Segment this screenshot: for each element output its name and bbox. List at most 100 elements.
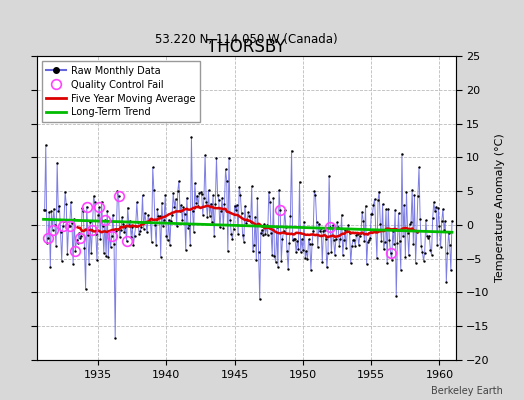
Point bbox=[280, 207, 289, 214]
Point bbox=[102, 253, 110, 260]
Point bbox=[330, 237, 338, 243]
Point bbox=[386, 250, 395, 256]
Point bbox=[124, 204, 132, 211]
Point bbox=[225, 155, 233, 161]
Point bbox=[432, 204, 440, 210]
Point bbox=[154, 213, 162, 220]
Point bbox=[293, 238, 301, 244]
Point bbox=[391, 207, 399, 213]
Point bbox=[55, 203, 63, 209]
Point bbox=[284, 266, 292, 272]
Point bbox=[397, 266, 405, 273]
Point bbox=[60, 218, 68, 224]
Text: Berkeley Earth: Berkeley Earth bbox=[431, 386, 503, 396]
Point bbox=[365, 237, 373, 244]
Point bbox=[178, 217, 187, 224]
Point bbox=[79, 208, 88, 214]
Point bbox=[172, 223, 181, 229]
Point bbox=[157, 253, 165, 260]
Point bbox=[258, 227, 266, 233]
Point bbox=[113, 188, 122, 194]
Point bbox=[146, 219, 155, 225]
Point bbox=[271, 259, 280, 265]
Point bbox=[126, 218, 134, 224]
Point bbox=[242, 220, 250, 226]
Point bbox=[326, 224, 334, 231]
Point bbox=[112, 228, 121, 234]
Point bbox=[78, 205, 86, 212]
Point bbox=[443, 250, 452, 256]
Point bbox=[224, 248, 232, 254]
Point bbox=[62, 201, 70, 207]
Point bbox=[209, 192, 217, 199]
Point bbox=[348, 243, 356, 249]
Point bbox=[353, 230, 362, 237]
Point bbox=[362, 203, 370, 209]
Point bbox=[422, 217, 430, 223]
Point bbox=[429, 215, 437, 221]
Point bbox=[114, 193, 123, 199]
Point bbox=[143, 229, 151, 235]
Point bbox=[375, 188, 384, 195]
Point bbox=[81, 286, 90, 292]
Point bbox=[448, 218, 456, 224]
Point bbox=[156, 213, 164, 219]
Point bbox=[97, 198, 106, 205]
Point bbox=[417, 243, 425, 250]
Point bbox=[186, 242, 194, 248]
Point bbox=[266, 199, 274, 206]
Point bbox=[277, 257, 286, 264]
Point bbox=[270, 252, 279, 259]
Point bbox=[300, 219, 308, 225]
Point bbox=[416, 216, 424, 222]
Point bbox=[439, 206, 447, 212]
Point bbox=[206, 200, 215, 207]
Point bbox=[440, 226, 448, 233]
Point bbox=[374, 197, 382, 203]
Point bbox=[203, 214, 212, 220]
Point bbox=[169, 190, 178, 197]
Point bbox=[290, 235, 298, 242]
Point bbox=[220, 201, 228, 207]
Point bbox=[332, 236, 340, 242]
Point bbox=[125, 222, 133, 228]
Point bbox=[185, 222, 193, 228]
Point bbox=[43, 240, 51, 246]
Point bbox=[163, 237, 172, 244]
Point bbox=[264, 232, 272, 238]
Point bbox=[72, 237, 81, 244]
Point bbox=[168, 212, 176, 218]
Point bbox=[173, 188, 182, 194]
Point bbox=[87, 250, 95, 256]
Point bbox=[198, 191, 206, 198]
Point bbox=[153, 206, 161, 213]
Point bbox=[292, 249, 300, 255]
Point bbox=[88, 226, 96, 233]
Point bbox=[117, 226, 125, 233]
Point bbox=[241, 203, 249, 209]
Point bbox=[177, 202, 185, 208]
Point bbox=[265, 189, 273, 195]
Point bbox=[151, 222, 159, 228]
Point bbox=[190, 229, 198, 235]
Point bbox=[216, 224, 224, 231]
Point bbox=[84, 232, 92, 238]
Point bbox=[45, 208, 53, 215]
Point bbox=[389, 228, 397, 234]
Point bbox=[297, 248, 305, 255]
Point bbox=[327, 249, 335, 256]
Point bbox=[221, 166, 230, 172]
Point bbox=[144, 211, 152, 218]
Point bbox=[279, 228, 288, 234]
Point bbox=[208, 219, 216, 225]
Point bbox=[61, 189, 69, 195]
Point bbox=[183, 195, 191, 201]
Point bbox=[179, 204, 188, 210]
Point bbox=[176, 208, 184, 214]
Point bbox=[342, 245, 351, 251]
Point bbox=[80, 245, 89, 251]
Point bbox=[147, 239, 156, 246]
Point bbox=[438, 218, 446, 224]
Point bbox=[382, 206, 390, 212]
Point bbox=[272, 224, 281, 230]
